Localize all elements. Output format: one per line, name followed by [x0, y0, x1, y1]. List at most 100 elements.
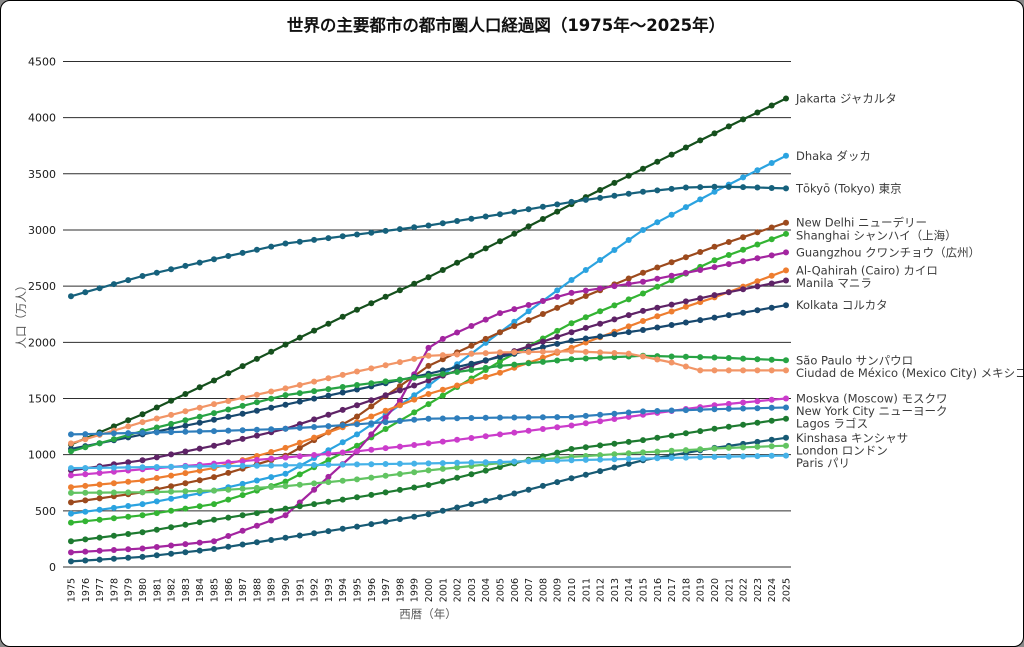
data-point: [325, 479, 332, 486]
data-point: [153, 489, 160, 495]
data-point: [640, 455, 646, 462]
data-point: [525, 317, 532, 324]
data-point: [482, 459, 489, 466]
data-point: [754, 278, 761, 285]
x-tick-label: 2025: [782, 578, 793, 602]
data-point: [382, 293, 389, 300]
data-point: [225, 413, 232, 420]
chart-title: 世界の主要都市の都市圏人口経過図（1975年～2025年）: [287, 15, 725, 35]
data-point: [182, 470, 189, 477]
series-paris: [68, 452, 789, 472]
data-point: [611, 179, 618, 186]
data-point: [282, 483, 289, 490]
data-point: [354, 368, 360, 375]
data-point: [768, 452, 775, 459]
data-point: [682, 144, 689, 151]
legend-label-tokyo: Tōkyō (Tokyo) 東京: [795, 181, 902, 195]
data-point: [253, 426, 260, 433]
data-point: [525, 486, 532, 493]
data-point: [654, 187, 661, 194]
data-point: [211, 442, 217, 449]
data-point: [339, 439, 346, 446]
data-point: [239, 480, 246, 487]
data-point: [296, 238, 303, 245]
data-point: [168, 429, 175, 436]
data-point: [597, 285, 604, 292]
data-point: [125, 546, 132, 553]
data-point: [225, 427, 232, 434]
data-point: [125, 531, 132, 537]
data-point: [225, 543, 232, 550]
series-line: [70, 436, 787, 563]
data-point: [382, 461, 389, 467]
data-point: [139, 419, 146, 426]
data-point: [139, 489, 146, 496]
data-point: [82, 497, 89, 504]
data-point: [168, 463, 175, 470]
data-point: [110, 281, 117, 288]
data-point: [268, 395, 275, 402]
data-point: [740, 444, 747, 451]
x-tick-label: 2020: [710, 578, 721, 602]
data-point: [411, 382, 418, 389]
data-point: [225, 496, 232, 503]
data-point: [482, 350, 489, 357]
data-point: [225, 469, 232, 476]
data-point: [153, 498, 160, 505]
data-point: [253, 510, 260, 517]
data-point: [554, 287, 561, 294]
data-point: [253, 391, 260, 398]
data-point: [168, 524, 175, 531]
data-point: [425, 401, 432, 408]
data-point: [539, 216, 546, 222]
data-point: [783, 395, 789, 402]
x-tick-label: 2017: [667, 578, 678, 602]
data-point: [239, 512, 246, 519]
data-point: [554, 449, 561, 456]
data-point: [139, 411, 146, 418]
data-point: [439, 392, 446, 399]
data-point: [211, 516, 217, 523]
data-point: [582, 412, 589, 419]
data-point: [754, 367, 761, 374]
data-point: [539, 426, 546, 432]
data-point: [96, 516, 103, 523]
data-point: [196, 539, 203, 546]
data-point: [711, 130, 718, 137]
data-point: [68, 489, 74, 496]
data-point: [554, 479, 561, 486]
data-point: [597, 354, 604, 361]
data-point: [783, 95, 789, 102]
data-point: [497, 310, 503, 317]
data-point: [354, 402, 360, 409]
legend-label-sao-paulo: São Paulo サンパウロ: [796, 353, 913, 367]
data-point: [82, 444, 89, 451]
data-point: [725, 400, 732, 407]
data-point: [68, 448, 74, 455]
data-point: [268, 348, 275, 355]
data-point: [182, 480, 189, 487]
data-point: [682, 454, 689, 461]
data-point: [311, 416, 318, 423]
data-point: [68, 465, 74, 472]
data-point: [325, 392, 332, 399]
data-point: [668, 308, 675, 315]
data-point: [282, 240, 289, 247]
data-point: [740, 453, 747, 460]
data-point: [611, 350, 618, 356]
data-point: [196, 519, 203, 526]
data-point: [640, 353, 646, 360]
data-point: [783, 367, 789, 374]
data-point: [525, 349, 532, 355]
data-point: [768, 304, 775, 311]
data-point: [439, 507, 446, 514]
data-point: [396, 460, 403, 467]
x-tick-label: 2015: [639, 578, 650, 602]
data-point: [582, 335, 589, 342]
data-point: [354, 442, 360, 449]
data-point: [740, 286, 747, 293]
series-new-york-city: [68, 404, 789, 438]
data-point: [482, 373, 489, 380]
data-point: [783, 415, 789, 422]
